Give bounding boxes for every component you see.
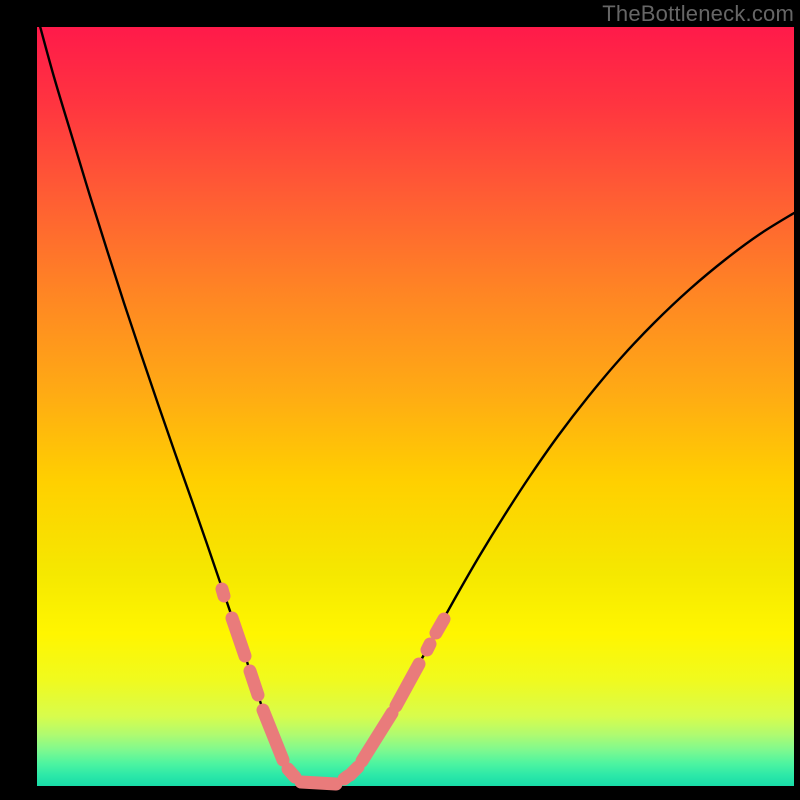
chart-canvas: TheBottleneck.com xyxy=(0,0,800,800)
watermark-label: TheBottleneck.com xyxy=(602,1,794,27)
highlight-segment xyxy=(436,619,444,633)
highlight-segment xyxy=(288,769,295,777)
bottleneck-chart xyxy=(0,0,800,800)
highlight-segment xyxy=(222,589,224,596)
highlight-segment xyxy=(250,671,258,695)
highlight-segment xyxy=(427,644,430,650)
highlight-segment xyxy=(350,767,358,775)
highlight-segment xyxy=(301,782,336,784)
